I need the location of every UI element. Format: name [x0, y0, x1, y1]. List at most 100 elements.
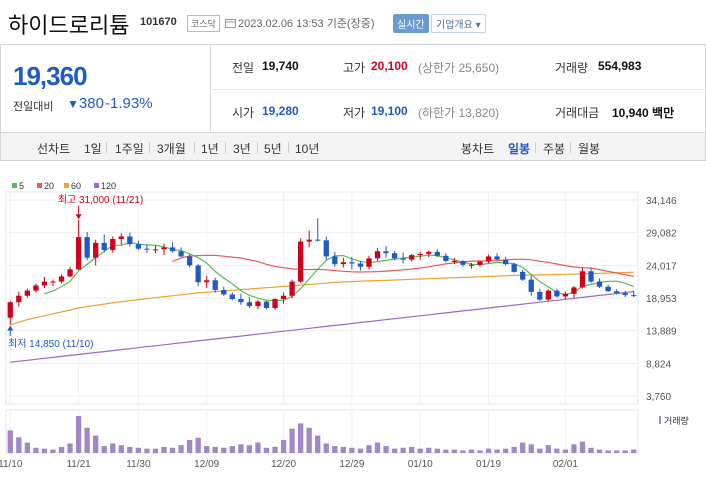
y-tick-label: 24,017 — [646, 261, 677, 272]
ma120-line — [10, 291, 634, 363]
candle-body — [229, 294, 235, 299]
volume-bar — [409, 446, 415, 453]
chart-toolbar: 선차트 1일 1주일 3개월 1년 3년 5년 10년 봉차트 일봉 주봉 월봉 — [0, 132, 706, 161]
candle-body — [255, 301, 261, 307]
volume-bar — [127, 446, 133, 453]
volume-bar — [417, 448, 423, 453]
separator — [535, 142, 536, 153]
candle-body — [118, 236, 124, 239]
max-arrow-head — [75, 214, 82, 220]
range-1y[interactable]: 1년 — [201, 142, 219, 156]
candle-body — [323, 240, 329, 257]
volume-bar — [195, 437, 201, 453]
candle-body — [374, 251, 381, 259]
stock-chart[interactable]: 34,146 29,082 24,017 18,953 13,889 8,824 3,760… — [0, 164, 706, 486]
line-chart-tab[interactable]: 선차트 — [37, 142, 71, 156]
legend-label-120: 120 — [101, 181, 116, 191]
volume-bar — [545, 445, 551, 453]
company-overview-button[interactable]: 기업개요 ▾ — [431, 14, 486, 33]
volume-legend-swatch — [659, 416, 661, 424]
candle-body — [178, 251, 184, 257]
candle-body — [417, 253, 423, 256]
candle-body — [588, 271, 594, 282]
volume-bar — [374, 442, 381, 453]
y-tick-label: 29,082 — [646, 229, 677, 240]
volume-bar — [24, 442, 30, 453]
volume-bar — [306, 427, 312, 453]
candle-body — [409, 255, 415, 260]
candle-body — [101, 242, 107, 250]
candle-body — [280, 295, 287, 299]
quote-row-2: 시가 19,280 저가 19,100 (하한가 13,820) 거래대금 10… — [212, 90, 705, 135]
change-value: ▼380 — [67, 95, 104, 112]
volume-value: 554,983 — [598, 59, 642, 73]
range-1w[interactable]: 1주일 — [115, 142, 144, 156]
volume-bar — [528, 444, 534, 453]
prev-close-value: 19,740 — [262, 59, 299, 73]
period-monthly[interactable]: 월봉 — [578, 142, 601, 156]
separator — [194, 142, 195, 153]
volume-bar — [391, 448, 398, 453]
volume-bar — [451, 449, 458, 453]
min-arrow-head — [7, 325, 14, 331]
volume-bar — [152, 448, 159, 453]
candle-body — [571, 287, 577, 294]
current-price: 19,360 — [13, 61, 88, 91]
candle-body — [502, 259, 509, 265]
volume-bar — [7, 430, 13, 453]
volume-bar — [33, 447, 39, 453]
candle-body — [110, 238, 116, 250]
volume-bar — [622, 450, 628, 453]
volume-bar — [289, 428, 295, 453]
volume-bar — [588, 447, 594, 453]
candle-body — [622, 293, 628, 296]
low-label: 저가 — [343, 106, 366, 120]
stock-name: 하이드로리튬 — [8, 13, 130, 38]
range-10y[interactable]: 10년 — [295, 142, 320, 156]
candle-body — [195, 265, 201, 283]
candle-body — [135, 244, 142, 249]
volume-bar — [468, 449, 475, 453]
ma60-line — [10, 271, 634, 326]
amount-label: 거래대금 — [555, 106, 600, 120]
period-weekly[interactable]: 주봉 — [543, 142, 566, 156]
range-5y[interactable]: 5년 — [264, 142, 282, 156]
volume-bar — [298, 423, 304, 453]
period-daily[interactable]: 일봉 — [508, 142, 531, 156]
volume-bar — [426, 447, 432, 453]
legend-swatch — [12, 183, 17, 188]
timestamp-text: 2023.02.06 13:53 기준(장중) — [238, 18, 375, 30]
legend-swatch — [94, 183, 99, 188]
volume-bar — [596, 449, 603, 453]
volume-bar — [280, 439, 287, 453]
candle-body — [306, 239, 312, 242]
volume-bar — [323, 443, 329, 453]
volume-bar — [477, 450, 483, 453]
volume-bar — [178, 445, 184, 453]
volume-legend-label: 거래량 — [664, 415, 689, 426]
candle-body — [391, 253, 398, 259]
candle-body — [84, 237, 90, 258]
volume-bar — [631, 449, 637, 453]
volume-bar — [169, 447, 176, 453]
candle-body — [204, 280, 210, 283]
low-value: 19,100 — [371, 104, 408, 118]
volume-plot-frame — [5, 409, 639, 454]
range-3y[interactable]: 3년 — [233, 142, 251, 156]
x-tick-label: 01/10 — [408, 459, 433, 470]
range-1d[interactable]: 1일 — [84, 142, 102, 156]
change-percent: -1.93% — [105, 95, 153, 112]
range-3m[interactable]: 3개월 — [157, 142, 186, 156]
candle-body — [537, 291, 543, 300]
candle-body — [289, 281, 295, 296]
realtime-button[interactable]: 실시간 — [393, 14, 429, 33]
quote-row-1: 전일 19,740 고가 20,100 (상한가 25,650) 거래량 554… — [212, 45, 705, 90]
ma20-line — [172, 254, 634, 277]
volume-bar — [144, 448, 150, 453]
candle-chart-tab[interactable]: 봉차트 — [461, 142, 495, 156]
candle-body — [272, 298, 278, 309]
volume-bar — [229, 446, 235, 453]
candle-body — [349, 262, 355, 264]
candle-body — [528, 279, 534, 292]
candle-body — [614, 291, 620, 294]
